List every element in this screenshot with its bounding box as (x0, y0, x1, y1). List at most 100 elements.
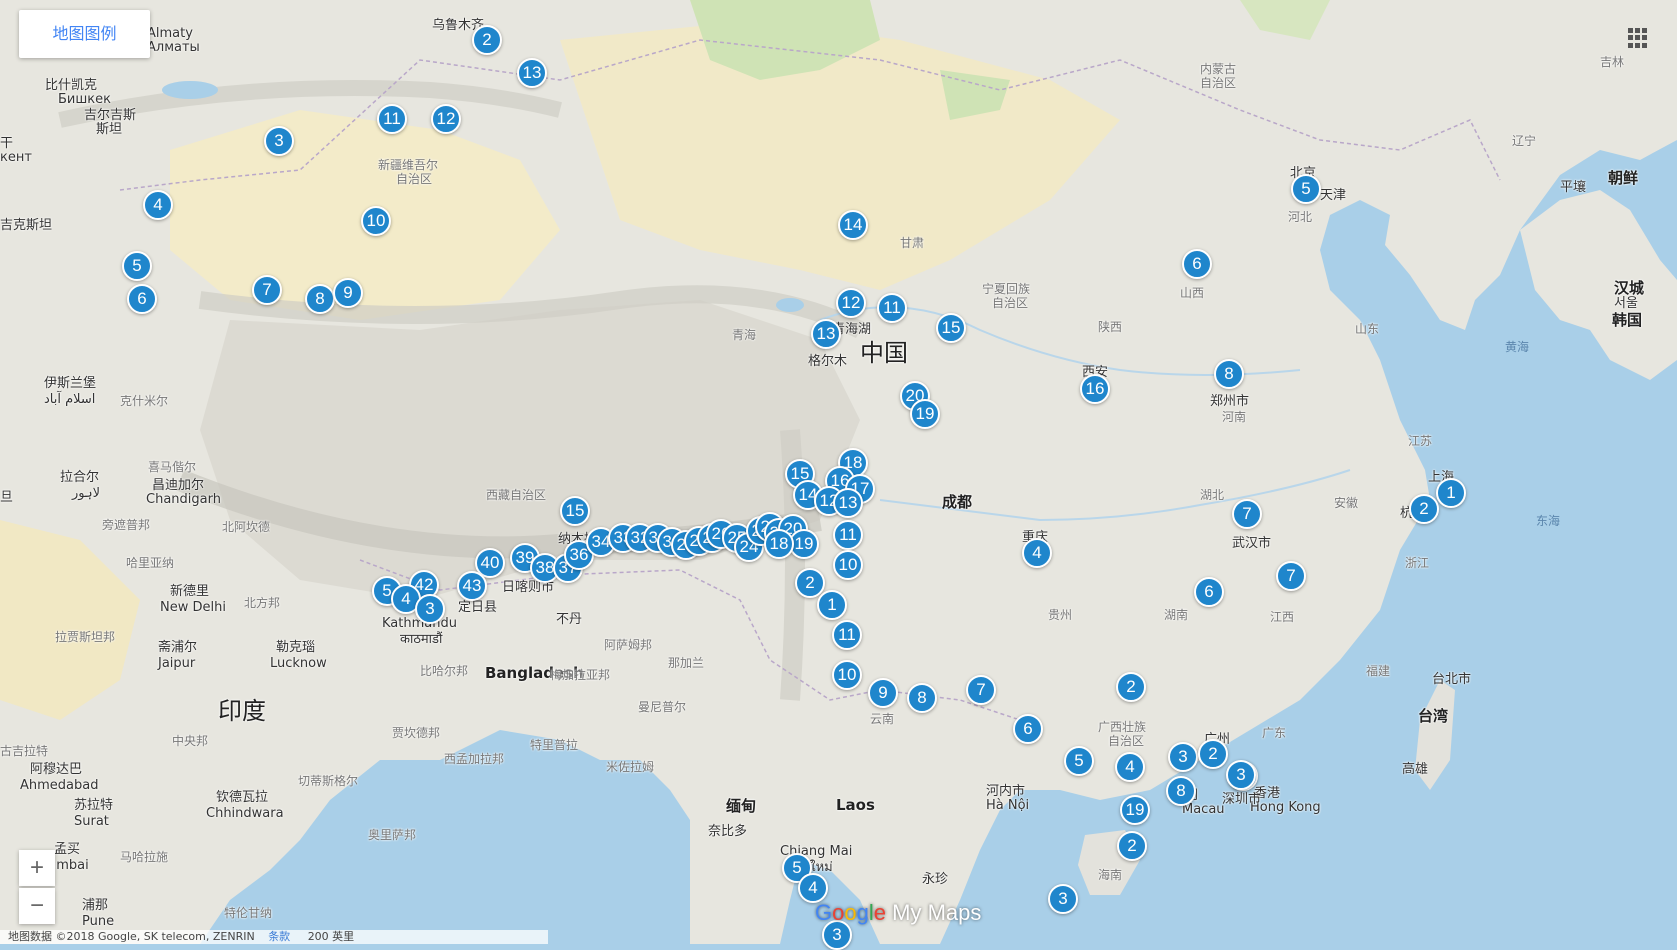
cluster-marker[interactable]: 2 (1198, 739, 1228, 769)
label-westbengal: 西孟加拉邦 (444, 752, 505, 766)
cluster-marker[interactable]: 15 (936, 313, 966, 343)
cluster-marker[interactable]: 10 (361, 206, 391, 236)
cluster-marker[interactable]: 5 (1064, 746, 1094, 776)
cluster-marker[interactable]: 3 (1048, 884, 1078, 914)
label-southkorea: 韩国 (1612, 311, 1643, 329)
cluster-marker[interactable]: 2 (1117, 831, 1147, 861)
label-mumbai: umbai (48, 858, 89, 873)
label-wuhan: 武汉市 (1232, 536, 1272, 551)
cluster-marker[interactable]: 19 (910, 399, 940, 429)
cluster-marker[interactable]: 12 (431, 104, 461, 134)
cluster-marker[interactable]: 4 (1022, 538, 1052, 568)
cluster-marker[interactable]: 8 (1214, 359, 1244, 389)
lake-issyk (162, 81, 218, 99)
cluster-marker[interactable]: 10 (833, 550, 863, 580)
cluster-marker[interactable]: 7 (966, 675, 996, 705)
label-jaipur: Jaipur (158, 656, 196, 671)
cluster-marker[interactable]: 13 (811, 319, 841, 349)
label-innermongolia: 内蒙古 (1200, 62, 1237, 76)
label-taiwan: 台湾 (1418, 707, 1449, 725)
cluster-marker[interactable]: 13 (833, 488, 863, 518)
label-pyongyang: 平壤 (1560, 180, 1587, 195)
cluster-marker[interactable]: 3 (1168, 742, 1198, 772)
cluster-marker[interactable]: 6 (1194, 577, 1224, 607)
cluster-marker[interactable]: 1 (817, 590, 847, 620)
zoom-in-button[interactable]: + (19, 850, 55, 886)
cluster-marker[interactable]: 1 (1436, 478, 1466, 508)
label-seoul-2: 서울 (1614, 296, 1638, 311)
label-nagaland: 那加兰 (668, 656, 705, 670)
cluster-marker[interactable]: 6 (127, 284, 157, 314)
cluster-marker[interactable]: 14 (838, 210, 868, 240)
cluster-marker[interactable]: 10 (832, 660, 862, 690)
cluster-marker[interactable]: 2 (1116, 672, 1146, 702)
cluster-marker[interactable]: 19 (1120, 795, 1150, 825)
label-uttarakhand: 北阿坎德 (222, 520, 271, 534)
cluster-marker[interactable]: 2 (1409, 494, 1439, 524)
cluster-marker[interactable]: 6 (1013, 714, 1043, 744)
label-bhutan: 不丹 (556, 612, 583, 627)
cluster-marker[interactable]: 11 (833, 520, 863, 550)
region-rajasthan (0, 520, 140, 720)
cluster-marker[interactable]: 5 (122, 251, 152, 281)
cluster-marker[interactable]: 2 (795, 568, 825, 598)
cluster-marker[interactable]: 3 (415, 594, 445, 624)
cluster-marker[interactable]: 9 (333, 278, 363, 308)
cluster-marker[interactable]: 43 (457, 571, 487, 601)
label-manipur: 曼尼普尔 (638, 700, 687, 714)
cluster-marker[interactable]: 9 (868, 678, 898, 708)
label-lahore-ur: لاہور (72, 486, 101, 501)
label-kathmandu-np: काठमाडौं (400, 632, 443, 647)
label-islamabad-ur: اسلام آباد (44, 392, 96, 407)
label-gansu: 甘肃 (900, 236, 925, 250)
terms-link[interactable]: 条款 (268, 930, 291, 943)
cluster-marker[interactable]: 18 (764, 529, 794, 559)
label-ningxia-2: 自治区 (992, 296, 1029, 310)
label-haryana: 哈里亚纳 (126, 556, 175, 570)
scale-label: 200 英里 (307, 930, 355, 943)
label-jilin: 吉林 (1600, 55, 1625, 69)
cluster-marker[interactable]: 4 (1115, 752, 1145, 782)
label-gujarat: 古吉拉特 (0, 744, 49, 758)
cluster-marker[interactable]: 11 (377, 104, 407, 134)
cluster-marker[interactable]: 2 (472, 25, 502, 55)
river-yangtze (879, 469, 1351, 522)
cluster-marker[interactable]: 3 (1226, 760, 1256, 790)
land-korea (1520, 190, 1677, 380)
label-vientiane: 永珍 (922, 872, 949, 887)
cluster-marker[interactable]: 14 (793, 480, 823, 510)
label-himachal: 喜马偕尔 (148, 460, 197, 474)
cluster-marker[interactable]: 12 (836, 288, 866, 318)
label-china: 中国 (860, 339, 908, 367)
cluster-marker[interactable]: 5 (1291, 174, 1321, 204)
map-legend-button[interactable]: 地图图例 (19, 10, 150, 58)
cluster-marker[interactable]: 7 (252, 275, 282, 305)
cluster-marker[interactable]: 11 (877, 293, 907, 323)
cluster-marker[interactable]: 4 (143, 190, 173, 220)
label-meghalaya: 梅加拉亚邦 (550, 668, 611, 682)
cluster-marker[interactable]: 13 (517, 58, 547, 88)
cluster-marker[interactable]: 11 (832, 620, 862, 650)
cluster-marker[interactable]: 7 (1232, 499, 1262, 529)
label-telangana: 特伦甘纳 (224, 906, 273, 920)
label-ahmedabad-cn: 阿穆达巴 (30, 762, 83, 777)
label-bishkek-ru: Бишкек (58, 92, 111, 107)
label-chhindwara: Chhindwara (206, 806, 284, 821)
label-mumbai-cn: 孟买 (54, 842, 81, 857)
label-tripura: 特里普拉 (530, 738, 579, 752)
cluster-marker[interactable]: 8 (1166, 776, 1196, 806)
cluster-marker[interactable]: 3 (264, 126, 294, 156)
cluster-marker[interactable]: 8 (305, 284, 335, 314)
zoom-out-button[interactable]: − (19, 888, 55, 924)
label-naypyidaw: 奈比多 (708, 824, 748, 839)
cluster-marker[interactable]: 8 (907, 683, 937, 713)
cluster-marker[interactable]: 16 (1080, 374, 1110, 404)
label-ningxia: 宁夏回族 (982, 282, 1031, 296)
label-guizhou: 贵州 (1048, 608, 1073, 622)
label-surat: Surat (74, 814, 109, 829)
cluster-marker[interactable]: 6 (1182, 249, 1212, 279)
cluster-marker[interactable]: 7 (1276, 561, 1306, 591)
apps-grid-icon[interactable] (1628, 28, 1648, 48)
cluster-marker[interactable]: 4 (798, 873, 828, 903)
cluster-marker[interactable]: 15 (560, 496, 590, 526)
